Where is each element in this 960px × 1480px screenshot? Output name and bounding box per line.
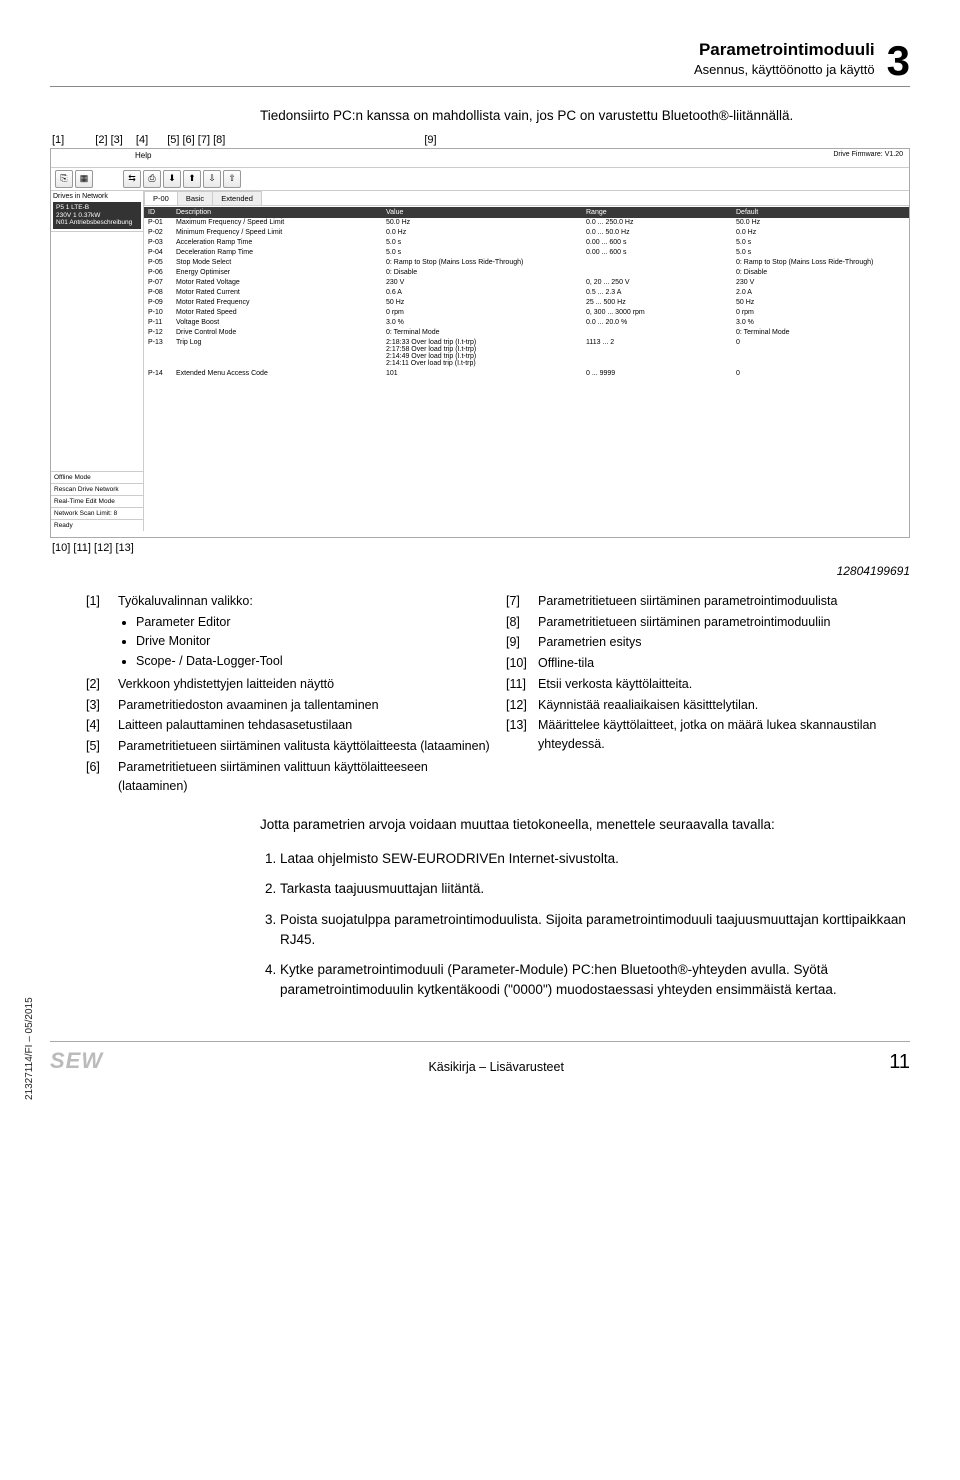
firmware-label: Drive Firmware: V1.20	[833, 151, 903, 158]
drive-node[interactable]: P5 1 LTE-B 230V 1 0.37kW N01 Antriebsbes…	[53, 202, 141, 229]
open-icon[interactable]: ⇆	[123, 170, 141, 188]
page-header: Parametrointimoduuli Asennus, käyttöönot…	[50, 40, 910, 87]
network-icon[interactable]: ▦	[75, 170, 93, 188]
table-row[interactable]: P-12Drive Control Mode0: Terminal Mode0:…	[144, 328, 909, 338]
legend: [1]Työkaluvalinnan valikko:Parameter Edi…	[86, 592, 910, 798]
table-row[interactable]: P-01Maximum Frequency / Speed Limit50.0 …	[144, 218, 909, 228]
instruction-step: Tarkasta taajuusmuuttajan liitäntä.	[280, 879, 910, 899]
download-icon[interactable]: ⬇	[163, 170, 181, 188]
legend-item: [3]Parametritiedoston avaaminen ja talle…	[86, 696, 490, 715]
sidebar-bottom: Offline Mode Rescan Drive Network Real-T…	[51, 471, 143, 531]
doc-code: 21327114/FI – 05/2015	[24, 997, 35, 1100]
table-row[interactable]: P-03Acceleration Ramp Time5.0 s0.00 ... …	[144, 238, 909, 248]
save-icon[interactable]: ⎙	[143, 170, 161, 188]
legend-item: [5]Parametritietueen siirtäminen valitus…	[86, 737, 490, 756]
legend-item: [9]Parametrien esitys	[506, 633, 910, 652]
callouts-bottom: [10] [11] [12] [13]	[50, 542, 910, 554]
table-row[interactable]: P-09Motor Rated Frequency50 Hz25 ... 500…	[144, 298, 909, 308]
table-row[interactable]: P-10Motor Rated Speed0 rpm0, 300 ... 300…	[144, 308, 909, 318]
legend-item: [4]Laitteen palauttaminen tehdasasetusti…	[86, 716, 490, 735]
table-row[interactable]: P-07Motor Rated Voltage230 V0, 20 ... 25…	[144, 278, 909, 288]
legend-item: [8]Parametritietueen siirtäminen paramet…	[506, 613, 910, 632]
tool-icon[interactable]: ⎘	[55, 170, 73, 188]
footer: SEW Käsikirja – Lisävarusteet 11	[50, 1041, 910, 1074]
legend-item: [12]Käynnistää reaaliaikaisen käsitttely…	[506, 696, 910, 715]
menubar[interactable]: Help	[51, 149, 909, 168]
table-row[interactable]: P-04Deceleration Ramp Time5.0 s0.00 ... …	[144, 248, 909, 258]
offline-mode-button[interactable]: Offline Mode	[51, 471, 143, 483]
table-row[interactable]: P-08Motor Rated Current0.6 A0.5 ... 2.3 …	[144, 288, 909, 298]
table-row[interactable]: P-05Stop Mode Select0: Ramp to Stop (Mai…	[144, 258, 909, 268]
header-subtitle: Asennus, käyttöönotto ja käyttö	[50, 62, 875, 77]
table-row[interactable]: P-13Trip Log2:18:33 Over load trip (I.t-…	[144, 338, 909, 369]
sidebar-title: Drives in Network	[53, 193, 141, 200]
from-module-icon[interactable]: ⇩	[203, 170, 221, 188]
legend-item: [1]Työkaluvalinnan valikko:Parameter Edi…	[86, 592, 490, 673]
header-title: Parametrointimoduuli	[50, 40, 875, 60]
table-row[interactable]: P-06Energy Optimiser0: Disable0: Disable	[144, 268, 909, 278]
legend-item: [2]Verkkoon yhdistettyjen laitteiden näy…	[86, 675, 490, 694]
legend-item: [13]Määrittelee käyttölaitteet, jotka on…	[506, 716, 910, 754]
table-header: ID Description Value Range Default	[144, 207, 909, 218]
table-row[interactable]: P-02Minimum Frequency / Speed Limit0.0 H…	[144, 228, 909, 238]
instruction-step: Poista suojatulppa parametrointimoduulis…	[280, 910, 910, 951]
instruction-step: Kytke parametrointimoduuli (Parameter-Mo…	[280, 960, 910, 1001]
instructions: Jotta parametrien arvoja voidaan muuttaa…	[260, 815, 910, 1000]
legend-item: [7]Parametritietueen siirtäminen paramet…	[506, 592, 910, 611]
toolbar: ⎘ ▦ ⇆ ⎙ ⬇ ⬆ ⇩ ⇧	[51, 168, 909, 191]
legend-item: [10]Offline-tila	[506, 654, 910, 673]
tabs: P-00 Basic Extended	[144, 191, 909, 206]
realtime-edit-button[interactable]: Real-Time Edit Mode	[51, 495, 143, 507]
legend-item: [6]Parametritietueen siirtäminen valittu…	[86, 758, 490, 796]
instruction-step: Lataa ohjelmisto SEW-EURODRIVEn Internet…	[280, 849, 910, 869]
instructions-lead: Jotta parametrien arvoja voidaan muuttaa…	[260, 815, 910, 835]
sew-logo: SEW	[50, 1048, 103, 1074]
legend-item: [11]Etsii verkosta käyttölaitteita.	[506, 675, 910, 694]
footer-page-number: 11	[889, 1051, 910, 1074]
rescan-button[interactable]: Rescan Drive Network	[51, 483, 143, 495]
scan-limit-field[interactable]: Network Scan Limit: 8	[51, 507, 143, 519]
upload-icon[interactable]: ⬆	[183, 170, 201, 188]
intro-text: Tiedonsiirto PC:n kanssa on mahdollista …	[260, 107, 910, 126]
parameter-table: ID Description Value Range Default P-01M…	[144, 207, 909, 379]
app-screenshot: Drive Firmware: V1.20 Help ⎘ ▦ ⇆ ⎙ ⬇ ⬆ ⇩…	[50, 148, 910, 538]
tab-p00[interactable]: P-00	[144, 191, 178, 205]
sidebar: Drives in Network P5 1 LTE-B 230V 1 0.37…	[51, 191, 144, 531]
table-row[interactable]: P-11Voltage Boost3.0 %0.0 ... 20.0 %3.0 …	[144, 318, 909, 328]
tab-extended[interactable]: Extended	[212, 191, 262, 205]
chapter-number: 3	[887, 40, 910, 82]
callouts-top: [1] [2] [3] [4] [5] [6] [7] [8] [9]	[50, 134, 910, 146]
footer-doc-title: Käsikirja – Lisävarusteet	[428, 1060, 563, 1074]
tab-basic[interactable]: Basic	[177, 191, 213, 205]
figure-number: 12804199691	[50, 564, 910, 578]
table-row[interactable]: P-14Extended Menu Access Code1010 ... 99…	[144, 369, 909, 379]
to-module-icon[interactable]: ⇧	[223, 170, 241, 188]
status-label: Ready	[51, 519, 143, 531]
